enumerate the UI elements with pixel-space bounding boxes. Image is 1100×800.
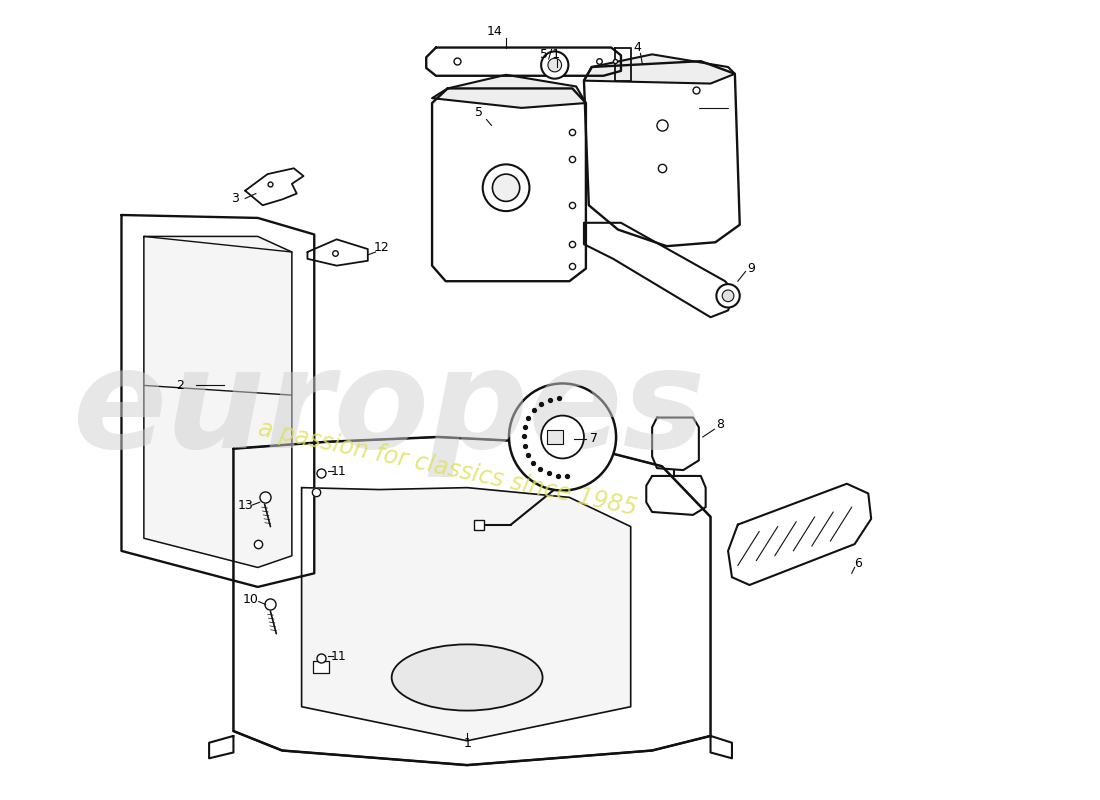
Circle shape [716,284,739,307]
Polygon shape [144,237,292,567]
Text: 12: 12 [374,241,389,254]
Circle shape [509,383,616,490]
Circle shape [548,58,562,72]
Polygon shape [314,661,329,673]
Polygon shape [307,239,367,266]
Polygon shape [547,430,562,444]
Circle shape [541,51,569,78]
Text: 5/1: 5/1 [540,48,560,61]
Text: 13: 13 [238,498,253,512]
Polygon shape [121,215,315,587]
Polygon shape [584,54,735,83]
Text: a passion for classics since 1985: a passion for classics since 1985 [256,416,639,520]
Text: 7: 7 [590,433,597,446]
Text: 11: 11 [331,650,346,662]
Text: 4: 4 [634,41,641,54]
Text: 14: 14 [486,26,503,38]
Polygon shape [301,488,630,741]
Polygon shape [233,437,711,765]
Text: 3: 3 [231,192,240,205]
Circle shape [483,164,529,211]
Text: 9: 9 [748,262,756,275]
Polygon shape [615,47,630,81]
Circle shape [493,174,519,202]
Polygon shape [432,74,586,108]
Circle shape [541,415,584,458]
Text: 2: 2 [176,379,184,392]
Text: europes: europes [73,342,706,478]
Text: 1: 1 [463,738,471,750]
Ellipse shape [392,644,542,710]
Text: 11: 11 [331,465,346,478]
Polygon shape [584,222,735,318]
Polygon shape [647,476,706,515]
Polygon shape [432,89,586,282]
Circle shape [723,290,734,302]
Polygon shape [209,736,233,758]
Text: 5: 5 [475,106,483,119]
Text: 8: 8 [716,418,724,431]
Polygon shape [426,47,621,76]
Polygon shape [584,61,739,246]
Polygon shape [652,418,698,470]
Polygon shape [711,736,732,758]
Polygon shape [245,168,304,206]
Text: 10: 10 [243,593,258,606]
Polygon shape [728,484,871,585]
Text: 6: 6 [855,557,862,570]
